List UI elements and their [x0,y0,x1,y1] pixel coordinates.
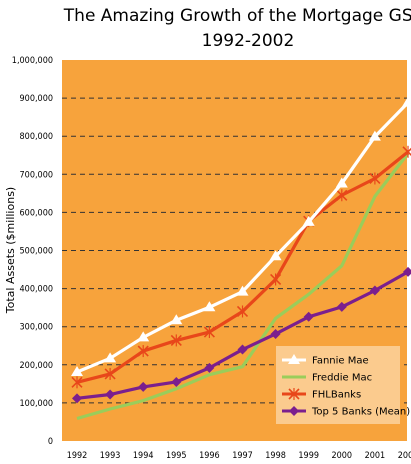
gridlines [62,97,407,404]
y-tick-label: 700,000 [20,170,53,180]
legend-label: FHLBanks [312,390,361,401]
legend-item: Freddie Mac [282,373,372,384]
data-point [104,352,117,363]
data-point [336,301,347,312]
data-point [368,130,381,141]
data-point [335,177,348,188]
data-point [270,328,281,339]
legend: Fannie Mae Freddie Mac FHLBanks Top 5 Banks… [276,346,410,424]
x-tick-label: 1994 [133,451,154,461]
series-group [71,96,411,421]
data-point [137,345,149,358]
x-tick-label: 2000 [331,451,352,461]
data-point [170,314,183,325]
data-point [236,285,249,296]
data-point [270,273,282,286]
y-axis-title: Total Assets ($millions) [4,187,17,314]
data-point [237,344,248,355]
data-point [288,354,300,364]
data-point [138,381,149,392]
data-point [137,331,150,342]
x-axis-ticks: 1992 1993 1994 1995 1996 1997 1998 1999 2000 2001… [67,451,411,461]
x-tick-label: 1995 [166,451,187,461]
data-point [170,334,182,347]
y-tick-label: 0 [48,437,53,447]
x-tick-label: 1997 [232,451,253,461]
data-point [369,172,381,185]
data-point [203,301,216,312]
data-point [369,285,380,296]
y-tick-label: 100,000 [20,399,53,409]
data-point [336,189,348,202]
y-axis-ticks: 0 100,000 200,000 300,000 400,000 500,000 600,… [12,56,53,447]
y-tick-label: 1,000,000 [12,56,53,66]
y-tick-label: 300,000 [20,323,53,333]
data-point [71,366,83,377]
series-line [76,152,410,421]
data-point [203,326,215,339]
series-fhlbanks [71,145,411,389]
legend-item: FHLBanks [282,388,361,401]
data-point [171,376,182,387]
legend-label: Freddie Mac [312,373,372,384]
y-tick-label: 400,000 [20,285,53,295]
chart-title: The Amazing Growth of the Mortgage GSEs [63,6,411,26]
x-tick-label: 1992 [67,451,88,461]
data-point [402,145,411,158]
data-point [403,266,411,277]
x-tick-label: 1993 [100,451,121,461]
data-point [303,311,314,322]
data-point [236,305,249,318]
y-tick-label: 900,000 [20,94,53,104]
series-top-5-banks-mean [72,266,411,404]
data-point [288,388,300,400]
data-point [204,362,215,373]
legend-item: Fannie Mae [282,354,369,367]
x-tick-label: 1998 [265,451,286,461]
data-point [302,215,315,226]
y-tick-label: 500,000 [20,247,53,257]
y-tick-label: 200,000 [20,361,53,371]
data-point [402,96,411,107]
legend-item: Top 5 Banks (Mean) [282,406,410,418]
legend-label: Fannie Mae [312,356,369,367]
y-tick-label: 800,000 [20,132,53,142]
data-point [105,389,116,400]
legend-label: Top 5 Banks (Mean) [311,407,410,418]
x-tick-label: 1996 [199,451,220,461]
x-tick-label: 1999 [298,451,319,461]
series-freddie-mac [76,152,410,421]
series-fannie-mae [71,96,411,377]
data-point [72,393,82,404]
y-tick-label: 600,000 [20,208,53,218]
x-tick-label: 2002 [398,451,411,461]
data-point [289,406,299,416]
data-point [104,367,116,380]
x-tick-label: 2001 [365,451,386,461]
chart-subtitle: 1992-2002 [202,31,295,51]
data-point [71,376,83,389]
data-point [269,250,282,261]
